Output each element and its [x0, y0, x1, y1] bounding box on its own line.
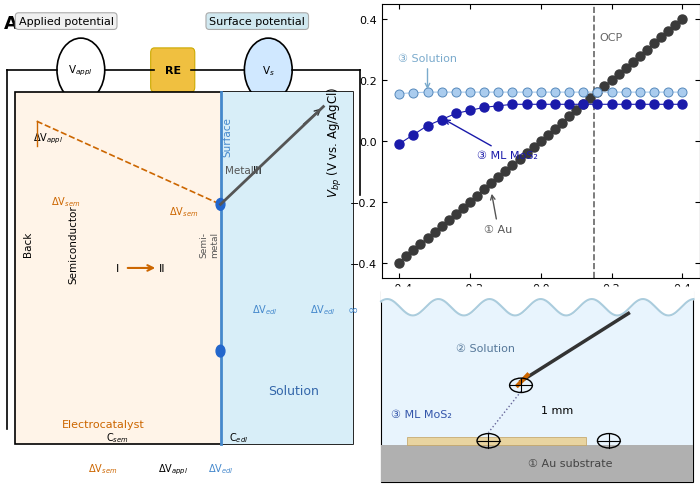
Text: ③ Solution: ③ Solution	[398, 54, 457, 89]
FancyBboxPatch shape	[381, 291, 694, 482]
Text: ΔV$_{edl}$: ΔV$_{edl}$	[311, 303, 336, 316]
FancyBboxPatch shape	[407, 437, 586, 445]
FancyBboxPatch shape	[150, 49, 195, 93]
Text: RE: RE	[164, 66, 181, 76]
Text: 1 mm: 1 mm	[540, 405, 573, 415]
Text: ③ ML MoS₂: ③ ML MoS₂	[445, 121, 538, 161]
X-axis label: Potential (V vs. Ag/AgCl): Potential (V vs. Ag/AgCl)	[469, 299, 612, 311]
Text: III: III	[253, 166, 262, 176]
FancyBboxPatch shape	[381, 445, 694, 482]
Circle shape	[216, 199, 225, 211]
FancyBboxPatch shape	[15, 93, 353, 444]
Text: Solution: Solution	[269, 384, 319, 397]
Text: A: A	[4, 15, 18, 33]
Text: V$_{appl}$: V$_{appl}$	[69, 63, 93, 78]
Circle shape	[216, 346, 225, 357]
Text: Applied potential: Applied potential	[19, 17, 113, 27]
Text: V$_s$: V$_s$	[262, 64, 274, 78]
Text: Semi-
metal: Semi- metal	[199, 231, 219, 257]
Y-axis label: $V_{bp}$ (V vs. Ag/AgCl): $V_{bp}$ (V vs. Ag/AgCl)	[326, 86, 344, 197]
Text: II: II	[158, 264, 165, 273]
Text: Electrocatalyst: Electrocatalyst	[62, 420, 144, 429]
Text: ② Solution: ② Solution	[456, 344, 515, 354]
Text: ① Au: ① Au	[484, 196, 512, 235]
Text: ΔV$_{edl}$: ΔV$_{edl}$	[208, 461, 233, 475]
Text: ΔV$_{edl}$: ΔV$_{edl}$	[252, 303, 277, 316]
Text: ΔV$_{sem}$: ΔV$_{sem}$	[169, 205, 198, 219]
Text: Semiconductor: Semiconductor	[69, 204, 78, 284]
Text: Back: Back	[22, 231, 33, 257]
Text: Surface potential: Surface potential	[209, 17, 305, 27]
Text: ① Au substrate: ① Au substrate	[528, 458, 612, 468]
Text: ΔV$_{appl}$: ΔV$_{appl}$	[33, 132, 63, 146]
Text: I: I	[116, 264, 119, 273]
Text: ΔV$_{sem}$: ΔV$_{sem}$	[52, 195, 80, 209]
Circle shape	[244, 39, 292, 102]
Text: Surface: Surface	[223, 117, 232, 157]
Text: C$_{edl}$: C$_{edl}$	[229, 430, 248, 444]
Text: OCP: OCP	[599, 33, 622, 43]
Text: ΔV$_{sem}$: ΔV$_{sem}$	[88, 461, 118, 475]
Text: C$_{sem}$: C$_{sem}$	[106, 430, 129, 444]
Text: Metal: Metal	[225, 166, 253, 176]
Text: ∞: ∞	[348, 303, 358, 316]
FancyBboxPatch shape	[220, 93, 353, 444]
Text: ③ ML MoS₂: ③ ML MoS₂	[391, 409, 452, 419]
Text: ΔV$_{appl}$: ΔV$_{appl}$	[158, 461, 188, 475]
